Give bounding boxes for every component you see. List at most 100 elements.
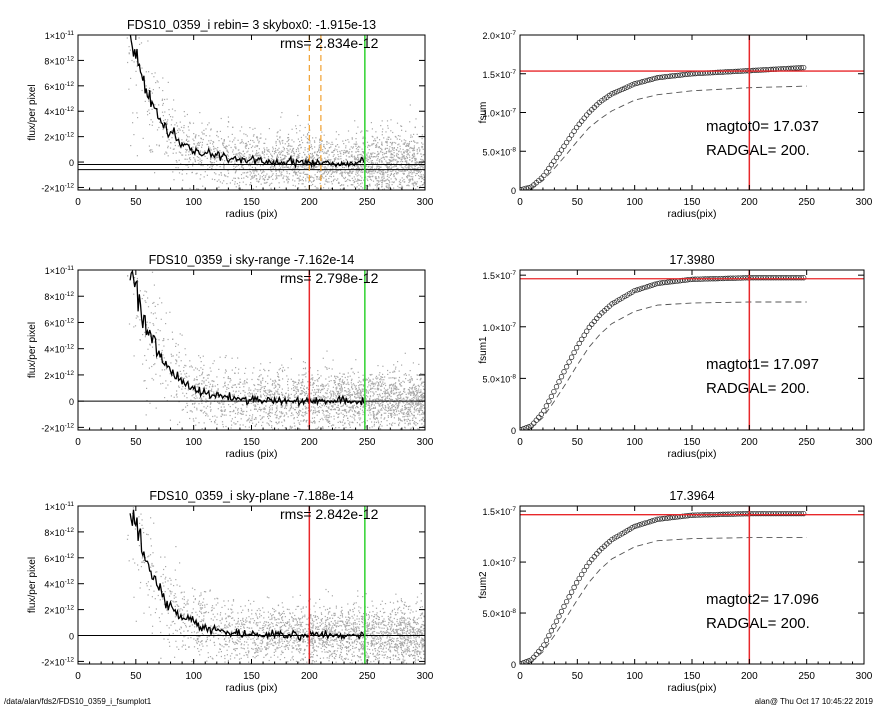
scatter-point: [380, 157, 382, 159]
scatter-point: [254, 158, 256, 160]
scatter-point: [422, 165, 424, 167]
scatter-point: [315, 187, 317, 189]
scatter-point: [233, 395, 235, 397]
scatter-point: [249, 165, 252, 167]
scatter-point: [231, 369, 233, 371]
scatter-point: [162, 354, 164, 356]
scatter-point: [261, 176, 263, 178]
scatter-point: [394, 159, 396, 161]
scatter-point: [358, 157, 360, 159]
scatter-point: [171, 355, 173, 357]
scatter-point: [210, 162, 212, 164]
scatter-point: [349, 164, 351, 166]
scatter-point: [409, 147, 411, 149]
scatter-point: [217, 401, 219, 403]
scatter-point: [411, 378, 413, 380]
scatter-point: [172, 171, 174, 173]
scatter-point: [274, 438, 275, 439]
scatter-point: [295, 391, 297, 393]
scatter-point: [341, 438, 342, 439]
scatter-point: [252, 188, 254, 190]
scatter-point: [422, 164, 424, 167]
scatter-point: [399, 138, 401, 140]
scatter-point: [197, 147, 199, 149]
scatter-point: [227, 136, 229, 138]
scatter-point: [149, 344, 151, 346]
scatter-point: [284, 444, 285, 445]
scatter-point: [318, 411, 320, 414]
scatter-point: [185, 139, 187, 141]
scatter-point: [359, 154, 361, 156]
scatter-point: [336, 387, 338, 389]
scatter-point: [255, 154, 257, 156]
scatter-point: [326, 180, 328, 182]
scatter-point: [260, 387, 262, 389]
scatter-point: [151, 365, 153, 368]
scatter-point: [373, 423, 375, 425]
scatter-point: [237, 411, 239, 413]
scatter-point: [312, 383, 314, 385]
scatter-point: [412, 362, 414, 364]
scatter-point: [357, 182, 359, 184]
scatter-point: [172, 152, 174, 154]
scatter-point: [270, 153, 272, 155]
scatter-point: [341, 175, 343, 177]
scatter-point: [149, 150, 151, 152]
scatter-point: [417, 395, 419, 397]
x-tick-label: 100: [185, 197, 202, 208]
scatter-point: [379, 395, 381, 397]
scatter-point: [323, 187, 325, 189]
scatter-point: [374, 184, 376, 186]
scatter-point: [246, 378, 248, 380]
scatter-point: [272, 150, 274, 152]
fsum-point: [639, 79, 645, 85]
scatter-point: [201, 399, 204, 402]
scatter-point: [381, 134, 383, 136]
scatter-point: [382, 128, 384, 130]
scatter-point: [392, 153, 394, 155]
scatter-point: [398, 423, 400, 425]
scatter-point: [380, 125, 382, 127]
fsum-point: [642, 78, 648, 84]
scatter-point: [261, 416, 263, 418]
scatter-point: [344, 376, 346, 379]
scatter-point: [254, 393, 256, 395]
scatter-point: [348, 394, 350, 397]
scatter-point: [355, 132, 358, 134]
scatter-point: [370, 401, 372, 403]
scatter-point: [376, 413, 378, 415]
scatter-cloud: [127, 270, 425, 445]
scatter-point: [379, 173, 382, 175]
scatter-point: [239, 378, 241, 380]
scatter-point: [355, 168, 358, 170]
scatter-point: [412, 384, 414, 386]
scatter-point: [382, 373, 384, 375]
scatter-point: [333, 150, 335, 152]
scatter-point: [411, 403, 413, 405]
scatter-point: [387, 415, 389, 417]
scatter-point: [239, 181, 241, 184]
scatter-point: [376, 182, 378, 185]
scatter-point: [401, 158, 403, 160]
scatter-point: [340, 384, 342, 386]
scatter-point: [339, 372, 341, 374]
scatter-point: [401, 393, 403, 395]
scatter-point: [189, 159, 192, 161]
scatter-point: [319, 397, 321, 399]
scatter-point: [223, 162, 225, 164]
scatter-point: [420, 153, 422, 155]
scatter-point: [347, 419, 349, 422]
scatter-point: [175, 345, 177, 347]
scatter-point: [244, 372, 246, 374]
scatter-point: [221, 421, 224, 423]
scatter-point: [199, 158, 201, 160]
scatter-point: [375, 156, 377, 158]
x-tick-label: 0: [517, 197, 523, 208]
scatter-point: [389, 174, 391, 176]
scatter-point: [334, 148, 336, 150]
scatter-point: [367, 156, 369, 158]
scatter-point: [281, 160, 283, 162]
scatter-point: [189, 144, 191, 146]
scatter-point: [214, 398, 216, 400]
scatter-point: [386, 178, 389, 180]
